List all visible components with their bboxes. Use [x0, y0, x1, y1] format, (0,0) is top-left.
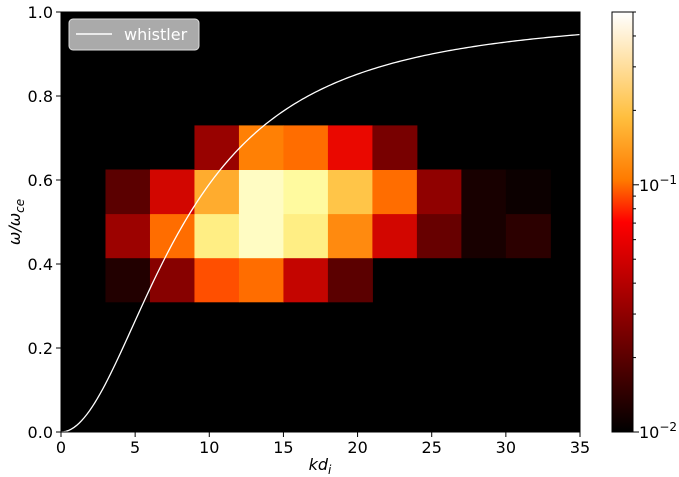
heatmap-cell: [105, 257, 151, 303]
heatmap-cell: [283, 169, 329, 215]
heatmap-cell: [327, 257, 373, 303]
y-tick-label: 0.8: [28, 87, 53, 106]
y-tick-label: 0.4: [28, 255, 53, 274]
heatmap-cell: [327, 213, 373, 259]
y-tick-label: 1.0: [28, 3, 53, 22]
y-axis-ticks: 0.0 0.2 0.4 0.6 0.8 1.0: [28, 3, 61, 442]
y-tick-label: 0.0: [28, 423, 53, 442]
heatmap-cell: [372, 125, 418, 170]
heatmap-cell: [372, 213, 418, 259]
x-axis-label: kdi: [309, 455, 332, 477]
legend-box: [68, 18, 200, 51]
heatmap-cell: [461, 213, 507, 259]
x-tick-label: 20: [347, 438, 367, 457]
heatmap-cell: [194, 169, 240, 215]
heatmap-cell: [327, 169, 373, 215]
heatmap-cell: [505, 213, 551, 259]
y-tick-label: 0.2: [28, 339, 53, 358]
heatmap-cell: [105, 213, 151, 259]
heatmap-cell: [149, 257, 195, 303]
x-tick-label: 0: [56, 438, 66, 457]
x-tick-label: 5: [130, 438, 140, 457]
heatmap-cell: [238, 125, 284, 170]
legend: whistler: [68, 18, 200, 51]
heatmap-cell: [505, 169, 551, 215]
colorbar-gradient: [611, 11, 634, 433]
heatmap-cell: [194, 257, 240, 303]
colorbar-ticks: 10−2 10−1: [633, 11, 677, 442]
heatmap-cell: [194, 213, 240, 259]
x-axis-ticks: 0 5 10 15 20 25 30 35: [56, 432, 590, 457]
heatmap-cell: [149, 169, 195, 215]
heatmap-cell: [149, 213, 195, 259]
heatmap-cell: [283, 213, 329, 259]
y-tick-label: 0.6: [28, 171, 53, 190]
colorbar-tick-label: 10−2: [639, 420, 677, 442]
x-tick-label: 25: [422, 438, 442, 457]
colorbar: 10−2 10−1: [611, 11, 677, 442]
plot-frame: [60, 11, 581, 433]
colorbar-tick-label: 10−1: [639, 173, 677, 195]
heatmap-cell: [461, 169, 507, 215]
x-tick-label: 15: [273, 438, 293, 457]
heatmap-cell: [194, 125, 240, 170]
heatmap-cell: [283, 257, 329, 303]
x-tick-label: 10: [199, 438, 219, 457]
whistler-curve-layer: [61, 33, 580, 432]
heatmap-cell: [105, 169, 151, 215]
heatmap-cell: [416, 213, 462, 259]
heatmap-cell: [283, 125, 329, 170]
x-tick-label: 30: [496, 438, 516, 457]
heatmap-cell: [327, 125, 373, 170]
legend-label-whistler: whistler: [124, 25, 188, 44]
x-tick-label: 35: [570, 438, 590, 457]
heatmap-cell: [416, 169, 462, 215]
whistler-curve: [61, 33, 580, 432]
y-axis-label: ω/ωce: [5, 199, 27, 245]
heatmap-cell: [238, 169, 284, 215]
heatmap-cell: [238, 257, 284, 303]
heatmap-cell: [372, 169, 418, 215]
heatmap-cells: [105, 125, 551, 303]
heatmap-cell: [238, 213, 284, 259]
